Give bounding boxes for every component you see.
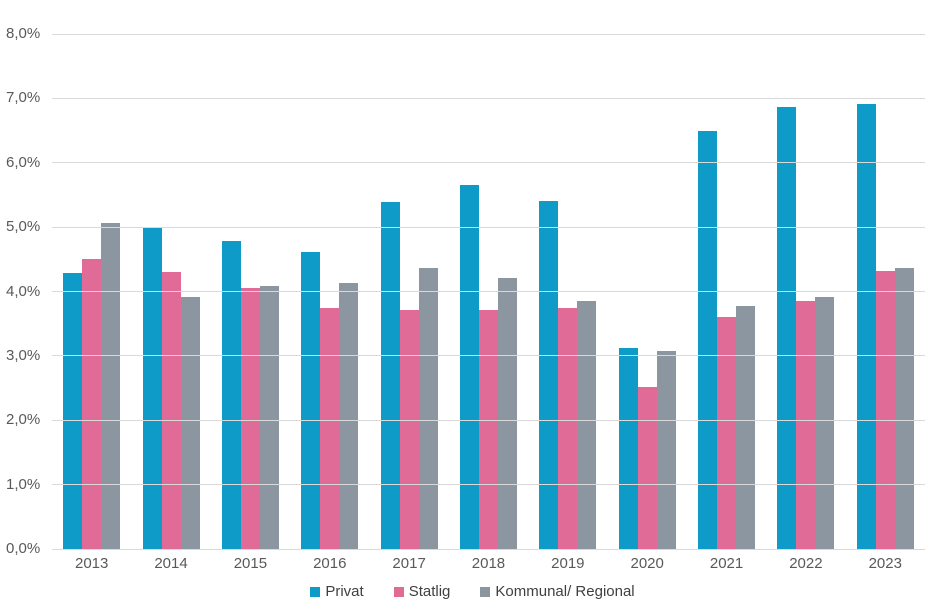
- legend-label: Kommunal/ Regional: [495, 583, 635, 600]
- bar-statlig-2023: [875, 270, 895, 549]
- x-tick-label: 2017: [392, 555, 426, 572]
- bar-kommunal-regional-2022: [815, 296, 835, 549]
- legend-label: Statlig: [408, 583, 451, 600]
- x-tick-label: 2023: [868, 555, 902, 572]
- bar-kommunal-regional-2013: [101, 222, 121, 549]
- bar-privat-2022: [777, 106, 797, 549]
- bar-group-2021: [687, 34, 766, 549]
- legend-item: Privat: [310, 583, 364, 600]
- gridline: [52, 291, 925, 292]
- y-tick-label: 6,0%: [6, 153, 41, 171]
- bar-statlig-2017: [399, 309, 419, 549]
- bar-groups: [52, 34, 925, 549]
- bar-privat-2021: [698, 131, 718, 549]
- bar-statlig-2015: [240, 287, 260, 549]
- bar-privat-2019: [539, 200, 559, 549]
- gridline: [52, 226, 925, 228]
- bar-group-2016: [290, 34, 369, 549]
- y-tick-label: 4,0%: [6, 282, 41, 300]
- bar-statlig-2014: [161, 272, 181, 549]
- bar-kommunal-regional-2021: [736, 305, 756, 549]
- bar-statlig-2019: [558, 308, 578, 549]
- x-tick-label: 2014: [154, 555, 188, 572]
- y-tick-label: 3,0%: [6, 346, 41, 364]
- legend-swatch-icon: [393, 586, 404, 597]
- bar-privat-2014: [142, 227, 162, 549]
- bar-group-2022: [766, 34, 845, 549]
- bar-kommunal-regional-2020: [656, 350, 676, 549]
- x-axis: 2013 2014 2015 2016 2017 2018 2019 2020 2021 2022…: [52, 555, 925, 572]
- bar-group-2020: [608, 34, 687, 549]
- bar-group-2019: [528, 34, 607, 549]
- bar-kommunal-regional-2016: [339, 283, 359, 549]
- gridline: [52, 419, 925, 421]
- x-tick-label: 2015: [233, 555, 268, 572]
- gridline: [52, 355, 925, 357]
- bar-group-2023: [846, 34, 925, 549]
- bar-statlig-2020: [637, 387, 657, 549]
- gridline: [52, 162, 925, 164]
- plot-area: [52, 33, 925, 550]
- legend: Privat Statlig Kommunal/ Regional: [0, 583, 945, 600]
- legend-item: Statlig: [393, 583, 451, 600]
- x-tick-label: 2019: [551, 555, 585, 572]
- y-tick-label: 5,0%: [6, 218, 41, 236]
- bar-statlig-2018: [478, 309, 498, 549]
- bar-kommunal-regional-2023: [894, 267, 914, 549]
- bar-statlig-2016: [320, 307, 340, 549]
- bar-kommunal-regional-2014: [180, 296, 200, 549]
- bar-privat-2018: [459, 185, 479, 549]
- bar-group-2013: [52, 34, 131, 549]
- bar-statlig-2013: [82, 258, 102, 549]
- bar-group-2015: [211, 34, 290, 549]
- y-axis: 0,0% 1,0% 2,0% 3,0% 4,0% 5,0% 6,0% 7,0% 8,0%: [0, 25, 46, 557]
- bar-kommunal-regional-2017: [418, 267, 438, 549]
- bar-group-2017: [369, 34, 448, 549]
- bar-group-2014: [131, 34, 210, 549]
- gridline: [52, 484, 925, 486]
- bar-group-2018: [449, 34, 528, 549]
- bar-kommunal-regional-2018: [497, 277, 517, 549]
- y-tick-label: 0,0%: [6, 540, 41, 557]
- x-tick-label: 2021: [709, 555, 744, 572]
- bar-statlig-2022: [796, 300, 816, 549]
- y-tick-label: 8,0%: [6, 25, 41, 42]
- bar-privat-2015: [221, 240, 241, 549]
- y-tick-label: 1,0%: [6, 475, 41, 493]
- bar-statlig-2021: [717, 317, 737, 549]
- gridline: [52, 97, 925, 99]
- bar-kommunal-regional-2019: [577, 300, 597, 549]
- gridline: [52, 548, 925, 550]
- bar-privat-2017: [380, 202, 400, 549]
- bar-privat-2020: [618, 348, 638, 549]
- x-tick-label: 2016: [313, 555, 347, 572]
- legend-swatch-icon: [480, 586, 491, 597]
- y-tick-label: 7,0%: [6, 89, 41, 107]
- legend-item: Kommunal/ Regional: [480, 583, 635, 600]
- bar-privat-2016: [301, 251, 321, 549]
- legend-label: Privat: [325, 583, 364, 600]
- y-tick-label: 2,0%: [6, 411, 41, 429]
- bar-privat-2023: [856, 103, 876, 549]
- x-tick-label: 2022: [789, 555, 823, 572]
- bar-kommunal-regional-2015: [259, 286, 279, 549]
- x-tick-label: 2020: [630, 555, 664, 572]
- legend-swatch-icon: [310, 586, 321, 597]
- gridline: [52, 33, 925, 35]
- x-tick-label: 2018: [471, 555, 506, 572]
- bar-privat-2013: [63, 273, 83, 549]
- x-tick-label: 2013: [74, 555, 109, 572]
